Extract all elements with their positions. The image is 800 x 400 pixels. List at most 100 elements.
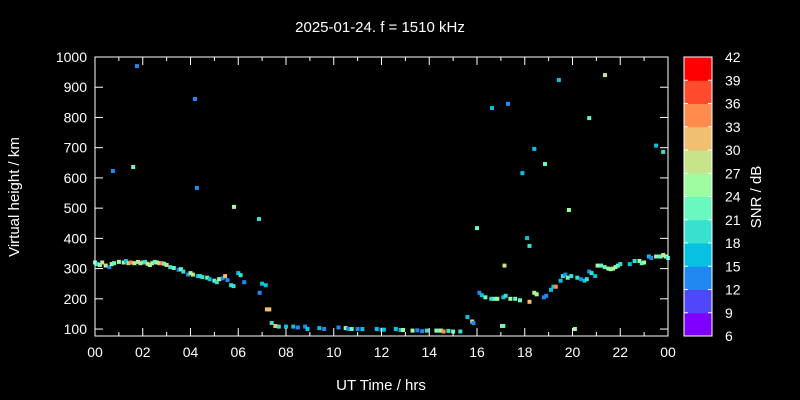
colorbar-segment	[684, 289, 712, 314]
colorbar-tick-label: 30	[725, 142, 741, 158]
data-point	[543, 162, 547, 166]
data-point	[565, 275, 570, 280]
data-point	[322, 327, 327, 331]
data-point	[269, 321, 274, 325]
data-point	[584, 277, 589, 282]
data-point	[212, 278, 217, 283]
x-tick-label: 22	[612, 344, 628, 360]
x-tick-label: 12	[374, 344, 390, 360]
data-point	[303, 324, 308, 329]
data-point	[107, 265, 112, 270]
data-point	[164, 263, 169, 267]
colorbar-tick-label: 6	[725, 328, 733, 344]
data-point	[186, 272, 191, 277]
data-point	[95, 262, 100, 267]
data-point	[495, 296, 500, 301]
data-point	[168, 265, 173, 270]
colorbar-tick-label: 9	[725, 305, 733, 321]
data-point	[595, 263, 600, 268]
data-point	[136, 259, 140, 264]
data-point	[553, 284, 558, 289]
data-point	[121, 260, 126, 265]
data-point	[587, 116, 592, 121]
data-point	[654, 254, 659, 259]
data-point	[355, 327, 360, 331]
y-tick-label: 700	[64, 140, 88, 156]
data-point	[532, 290, 537, 295]
data-point	[198, 274, 203, 279]
y-tick-label: 100	[64, 321, 88, 337]
colorbar-tick-label: 42	[725, 49, 741, 65]
data-point	[663, 254, 668, 259]
data-point	[420, 329, 425, 334]
data-point	[627, 262, 632, 267]
data-point	[157, 261, 162, 266]
data-point	[661, 253, 666, 257]
data-point	[618, 262, 623, 267]
data-point	[200, 275, 205, 280]
data-point	[415, 328, 420, 333]
data-point	[506, 101, 510, 106]
data-point	[124, 259, 128, 263]
data-point	[532, 146, 537, 151]
data-point	[188, 271, 193, 276]
data-point	[231, 284, 236, 289]
colorbar-tick-label: 39	[725, 72, 741, 88]
data-point	[575, 275, 580, 280]
x-tick-label: 00	[660, 344, 676, 360]
data-point	[181, 269, 186, 274]
colorbar-segment	[684, 150, 712, 174]
data-point	[263, 283, 268, 288]
data-point	[150, 261, 155, 266]
data-point	[232, 204, 236, 209]
colorbar-segment	[684, 103, 712, 128]
y-tick-label: 1000	[56, 49, 87, 65]
data-point	[561, 274, 565, 279]
data-point	[193, 97, 197, 101]
data-point	[273, 324, 278, 328]
colorbar-tick-label: 12	[725, 282, 741, 298]
x-tick-label: 08	[278, 344, 294, 360]
data-point	[458, 329, 463, 334]
data-point	[214, 280, 219, 285]
data-point	[483, 295, 488, 300]
data-point	[336, 325, 341, 330]
y-tick-label: 200	[64, 291, 88, 307]
x-tick-label: 18	[517, 344, 533, 360]
data-point	[593, 274, 598, 279]
data-point	[441, 329, 446, 334]
data-point	[637, 259, 642, 263]
data-point	[155, 260, 160, 265]
colorbar-segment	[684, 80, 712, 104]
data-point	[145, 261, 150, 266]
data-point	[446, 328, 451, 333]
colorbar-tick-label: 21	[725, 212, 741, 228]
data-point	[97, 263, 102, 267]
data-point	[603, 73, 607, 78]
data-point	[502, 263, 507, 268]
colorbar-segment	[684, 126, 712, 151]
data-point	[295, 325, 300, 330]
axes: 00 02 04 06 08 10 12 14 16 18 20 22 00 100 200 300 400 50…	[56, 49, 676, 360]
y-tick-label: 300	[64, 261, 88, 277]
data-point	[176, 267, 181, 272]
data-point	[242, 280, 247, 285]
colorbar-label: SNR / dB	[748, 166, 765, 229]
data-point	[112, 261, 117, 266]
data-point	[126, 261, 131, 266]
data-point	[291, 324, 296, 329]
x-tick-label: 14	[421, 344, 437, 360]
data-point	[257, 290, 262, 295]
data-point	[100, 260, 105, 265]
data-point	[513, 296, 518, 301]
data-point	[661, 149, 666, 154]
data-point	[489, 296, 494, 301]
data-point	[152, 259, 157, 264]
data-point	[195, 274, 200, 279]
x-tick-label: 16	[469, 344, 485, 360]
data-point	[587, 269, 592, 274]
data-point	[190, 272, 195, 277]
colorbar-segment	[684, 57, 712, 81]
data-point	[477, 290, 482, 295]
data-point	[162, 261, 167, 266]
